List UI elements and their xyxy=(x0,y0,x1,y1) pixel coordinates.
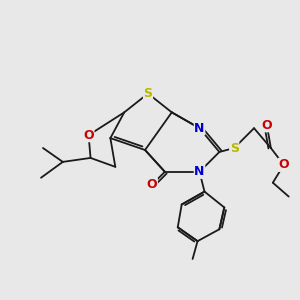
Text: O: O xyxy=(278,158,289,171)
Text: S: S xyxy=(143,87,152,100)
Text: N: N xyxy=(194,122,205,135)
Text: O: O xyxy=(262,119,272,132)
Text: N: N xyxy=(194,165,205,178)
Text: S: S xyxy=(230,142,239,154)
Text: O: O xyxy=(83,129,94,142)
Text: O: O xyxy=(147,178,157,191)
